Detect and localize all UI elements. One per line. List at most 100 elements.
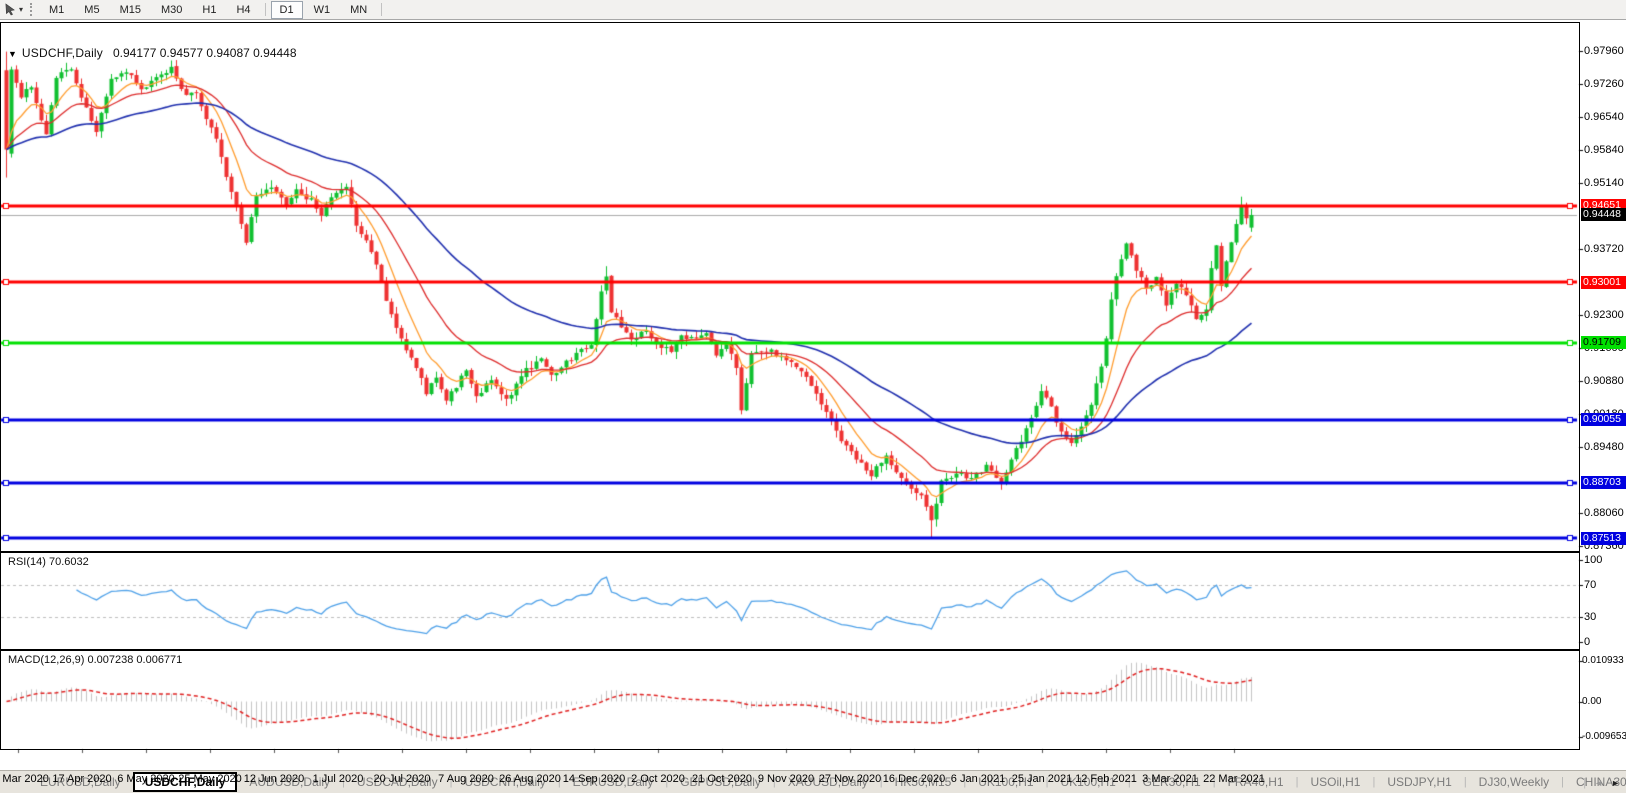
price-axis-tick: 0.89480 [1584,440,1624,453]
chart-symbol-label: USDCHF,Daily [21,46,103,60]
date-axis-label: 14 Sep 2020 [562,773,626,785]
date-axis-label: 30 Mar 2020 [0,773,49,785]
price-line-label: 0.90055 [1581,413,1626,427]
timeframe-button-m5[interactable]: M5 [84,3,100,16]
chart-tab-hk50-m15[interactable]: HK50,M15 [894,775,952,789]
date-axis-label: 1 Jul 2020 [312,773,364,785]
price-line-label: 0.91709 [1581,336,1626,350]
panel-splitter-macd[interactable] [0,648,1580,651]
date-axis-label: 26 Aug 2020 [499,773,561,785]
price-line-label: 0.87513 [1581,531,1626,545]
rsi-axis-tick: 100 [1584,554,1603,566]
tab-separator: | [879,776,883,788]
tab-separator: | [557,776,561,788]
chart-ohlc-values: 0.94177 0.94577 0.94087 0.94448 [113,46,297,60]
current-price-label: 0.94448 [1581,208,1626,222]
date-axis-label: 25 May 2020 [178,773,242,785]
chart-tab-xauusd-daily[interactable]: XAUUSD,Daily [787,775,868,789]
tab-separator: | [1295,776,1299,788]
price-axis-tick: 0.90880 [1584,375,1624,388]
price-axis-tick: 0.97260 [1584,77,1624,90]
chevron-down-icon: ▾ [19,5,24,14]
date-axis-label: 3 Mar 2021 [1142,773,1198,785]
timeframe-buttons: M1 M5 M15 M30 H1 H4 D1 W1 MN [39,0,386,19]
timeframe-button-m30[interactable]: M30 [160,3,183,16]
date-axis-label: 12 Jun 2020 [243,773,305,785]
date-axis-label: 6 Jan 2021 [950,773,1006,785]
tab-separator: | [1463,776,1467,788]
chart-tab-usdchf-daily[interactable]: USDCHF,Daily [132,772,238,792]
cursor-pointer-icon [5,3,15,16]
chart-tab-china300-h1[interactable]: CHINA300,H1 [1576,775,1626,789]
chart-tab-eurusd-daily[interactable]: EURUSD,Daily [40,775,121,789]
toolbar-separator [381,3,383,16]
rsi-axis-tick: 0 [1584,636,1591,648]
chart-tab-usdjpy-h1[interactable]: USDJPY,H1 [1387,775,1452,789]
timeframe-button-mn[interactable]: MN [350,3,368,16]
chart-tab-dj30-weekly[interactable]: DJ30,Weekly [1478,775,1550,789]
chart-tab-eurusd-daily[interactable]: EURUSD,Daily [572,775,654,789]
tab-scroll-controls: | ◄ ► [1583,771,1620,793]
date-axis-label: 12 Feb 2021 [1075,773,1137,785]
macd-indicator-label: MACD(12,26,9) 0.007238 0.006771 [8,654,183,666]
cursor-tool-button[interactable]: ▾ [0,1,27,18]
rsi-indicator-label: RSI(14) 70.6032 [8,556,89,568]
tab-separator: | [1561,776,1565,788]
date-axis-label: 7 Aug 2020 [438,773,494,785]
timeframe-button-h1[interactable]: H1 [202,3,217,16]
price-line-label: 0.93001 [1581,275,1626,289]
chart-title-bar: ▼ USDCHF,Daily 0.94177 0.94577 0.94087 0.9… [8,46,297,60]
date-axis-label: 2 Oct 2020 [631,773,685,785]
tab-separator: | [1212,776,1216,788]
toolbar: ▾ M1 M5 M15 M30 H1 H4 D1 W1 MN [0,0,1626,20]
price-axis-tick: 0.96540 [1584,111,1624,124]
date-axis-label: 16 Dec 2020 [882,773,946,785]
price-axis-tick: 0.92300 [1584,309,1624,322]
tab-separator: | [449,776,453,788]
price-axis-tick: 0.93720 [1584,242,1624,255]
price-line-label: 0.88703 [1581,476,1626,490]
price-axis-tick: 0.95840 [1584,144,1624,157]
toolbar-separator [264,3,266,16]
tab-separator: | [1583,776,1587,789]
tab-separator: | [772,776,776,788]
timeframe-button-m15[interactable]: M15 [119,3,141,16]
date-axis-label: 9 Nov 2020 [757,773,815,785]
chart-tab-uk100-h1[interactable]: UK100,H1 [978,775,1034,789]
tab-separator: | [665,776,669,788]
date-axis-label: 21 Oct 2020 [692,773,752,785]
date-axis-label: 27 Nov 2020 [818,773,882,785]
chart-tab-usdcnh-daily[interactable]: USDCNH,Daily [464,775,546,789]
tab-separator: | [963,776,967,788]
date-axis-label: 17 Apr 2020 [52,773,112,785]
chart-tabs-bar: EURUSD,Daily USDCHF,Daily AUDUSD,Daily | USD… [0,770,1626,793]
chart-tab-usoil-h1[interactable]: USOil,H1 [1310,775,1361,789]
macd-axis-tick: 0.010933 [1582,655,1624,666]
toolbar-grip-handle[interactable] [30,3,33,16]
date-axis-label: 20 Jul 2020 [373,773,431,785]
chart-tab-uk100-h1[interactable]: UK100,H1 [1060,775,1116,789]
chart-canvas[interactable] [0,20,1626,769]
timeframe-button-m1[interactable]: M1 [49,3,65,16]
chart-tab-audusd-daily[interactable]: AUDUSD,Daily [249,775,331,789]
macd-axis-tick: 0.00 [1582,695,1602,707]
tab-separator: | [1372,776,1376,788]
chart-tab-ger30-h1[interactable]: GER30,H1 [1142,775,1201,789]
chart-tab-gbpusd-daily[interactable]: GBPUSD,Daily [680,775,761,789]
chart-window: ▼ USDCHF,Daily 0.94177 0.94577 0.94087 0.9… [0,20,1626,785]
timeframe-button-h4[interactable]: H4 [236,3,251,16]
price-axis-tick: 0.97960 [1584,45,1624,58]
chart-tab-usdcad-daily[interactable]: USDCAD,Daily [356,775,438,789]
chart-dropdown-triangle-icon[interactable]: ▼ [8,49,17,59]
price-axis-tick: 0.95140 [1584,176,1624,189]
timeframe-button-d1[interactable]: D1 [270,0,303,19]
timeframe-button-w1[interactable]: W1 [313,3,331,16]
date-axis-label: 22 Mar 2021 [1203,773,1265,785]
macd-axis-tick: -0.009653 [1582,731,1626,743]
tab-scroll-left-icon[interactable]: ◄ [1594,777,1604,788]
tab-separator: | [1045,776,1049,788]
panel-splitter-rsi[interactable] [0,550,1580,553]
chart-tab-fra40-h1[interactable]: FRA40,H1 [1227,775,1284,789]
tab-scroll-right-icon[interactable]: ► [1611,777,1620,788]
